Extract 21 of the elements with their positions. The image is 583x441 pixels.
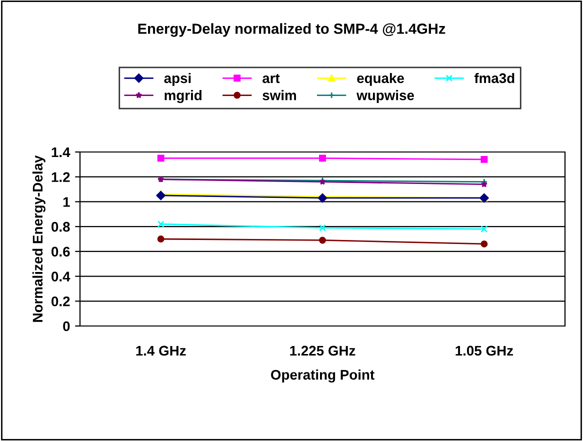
y-axis-title: Normalized Energy-Delay <box>32 155 46 322</box>
y-tick-label: 0.8 <box>52 222 70 232</box>
x-axis-title: Operating Point <box>270 370 374 383</box>
x-tick-label: 1.4 GHz <box>136 346 186 356</box>
y-tick-label: 0.2 <box>52 296 70 306</box>
y-tick-label: 1 <box>63 197 70 207</box>
x-tick-label: 1.05 GHz <box>456 346 513 356</box>
chart-title: Energy-Delay normalized to SMP-4 @1.4GHz <box>138 23 446 37</box>
legend-label: mgrid <box>164 90 202 104</box>
legend-label: wupwise <box>356 90 414 103</box>
legend-label: art <box>262 74 280 84</box>
y-tick-label: 0 <box>63 321 70 332</box>
legend-label: apsi <box>164 72 191 86</box>
legend-label: swim <box>262 90 296 100</box>
y-tick-label: 0.6 <box>52 246 70 257</box>
legend-label: equake <box>357 72 404 86</box>
y-tick-label: 0.4 <box>52 272 70 282</box>
y-tick-label: 1.2 <box>52 172 70 182</box>
x-tick-label: 1.225 GHz <box>290 346 356 356</box>
y-tick-label: 1.4 <box>52 147 70 158</box>
legend-label: fma3d <box>474 72 514 84</box>
